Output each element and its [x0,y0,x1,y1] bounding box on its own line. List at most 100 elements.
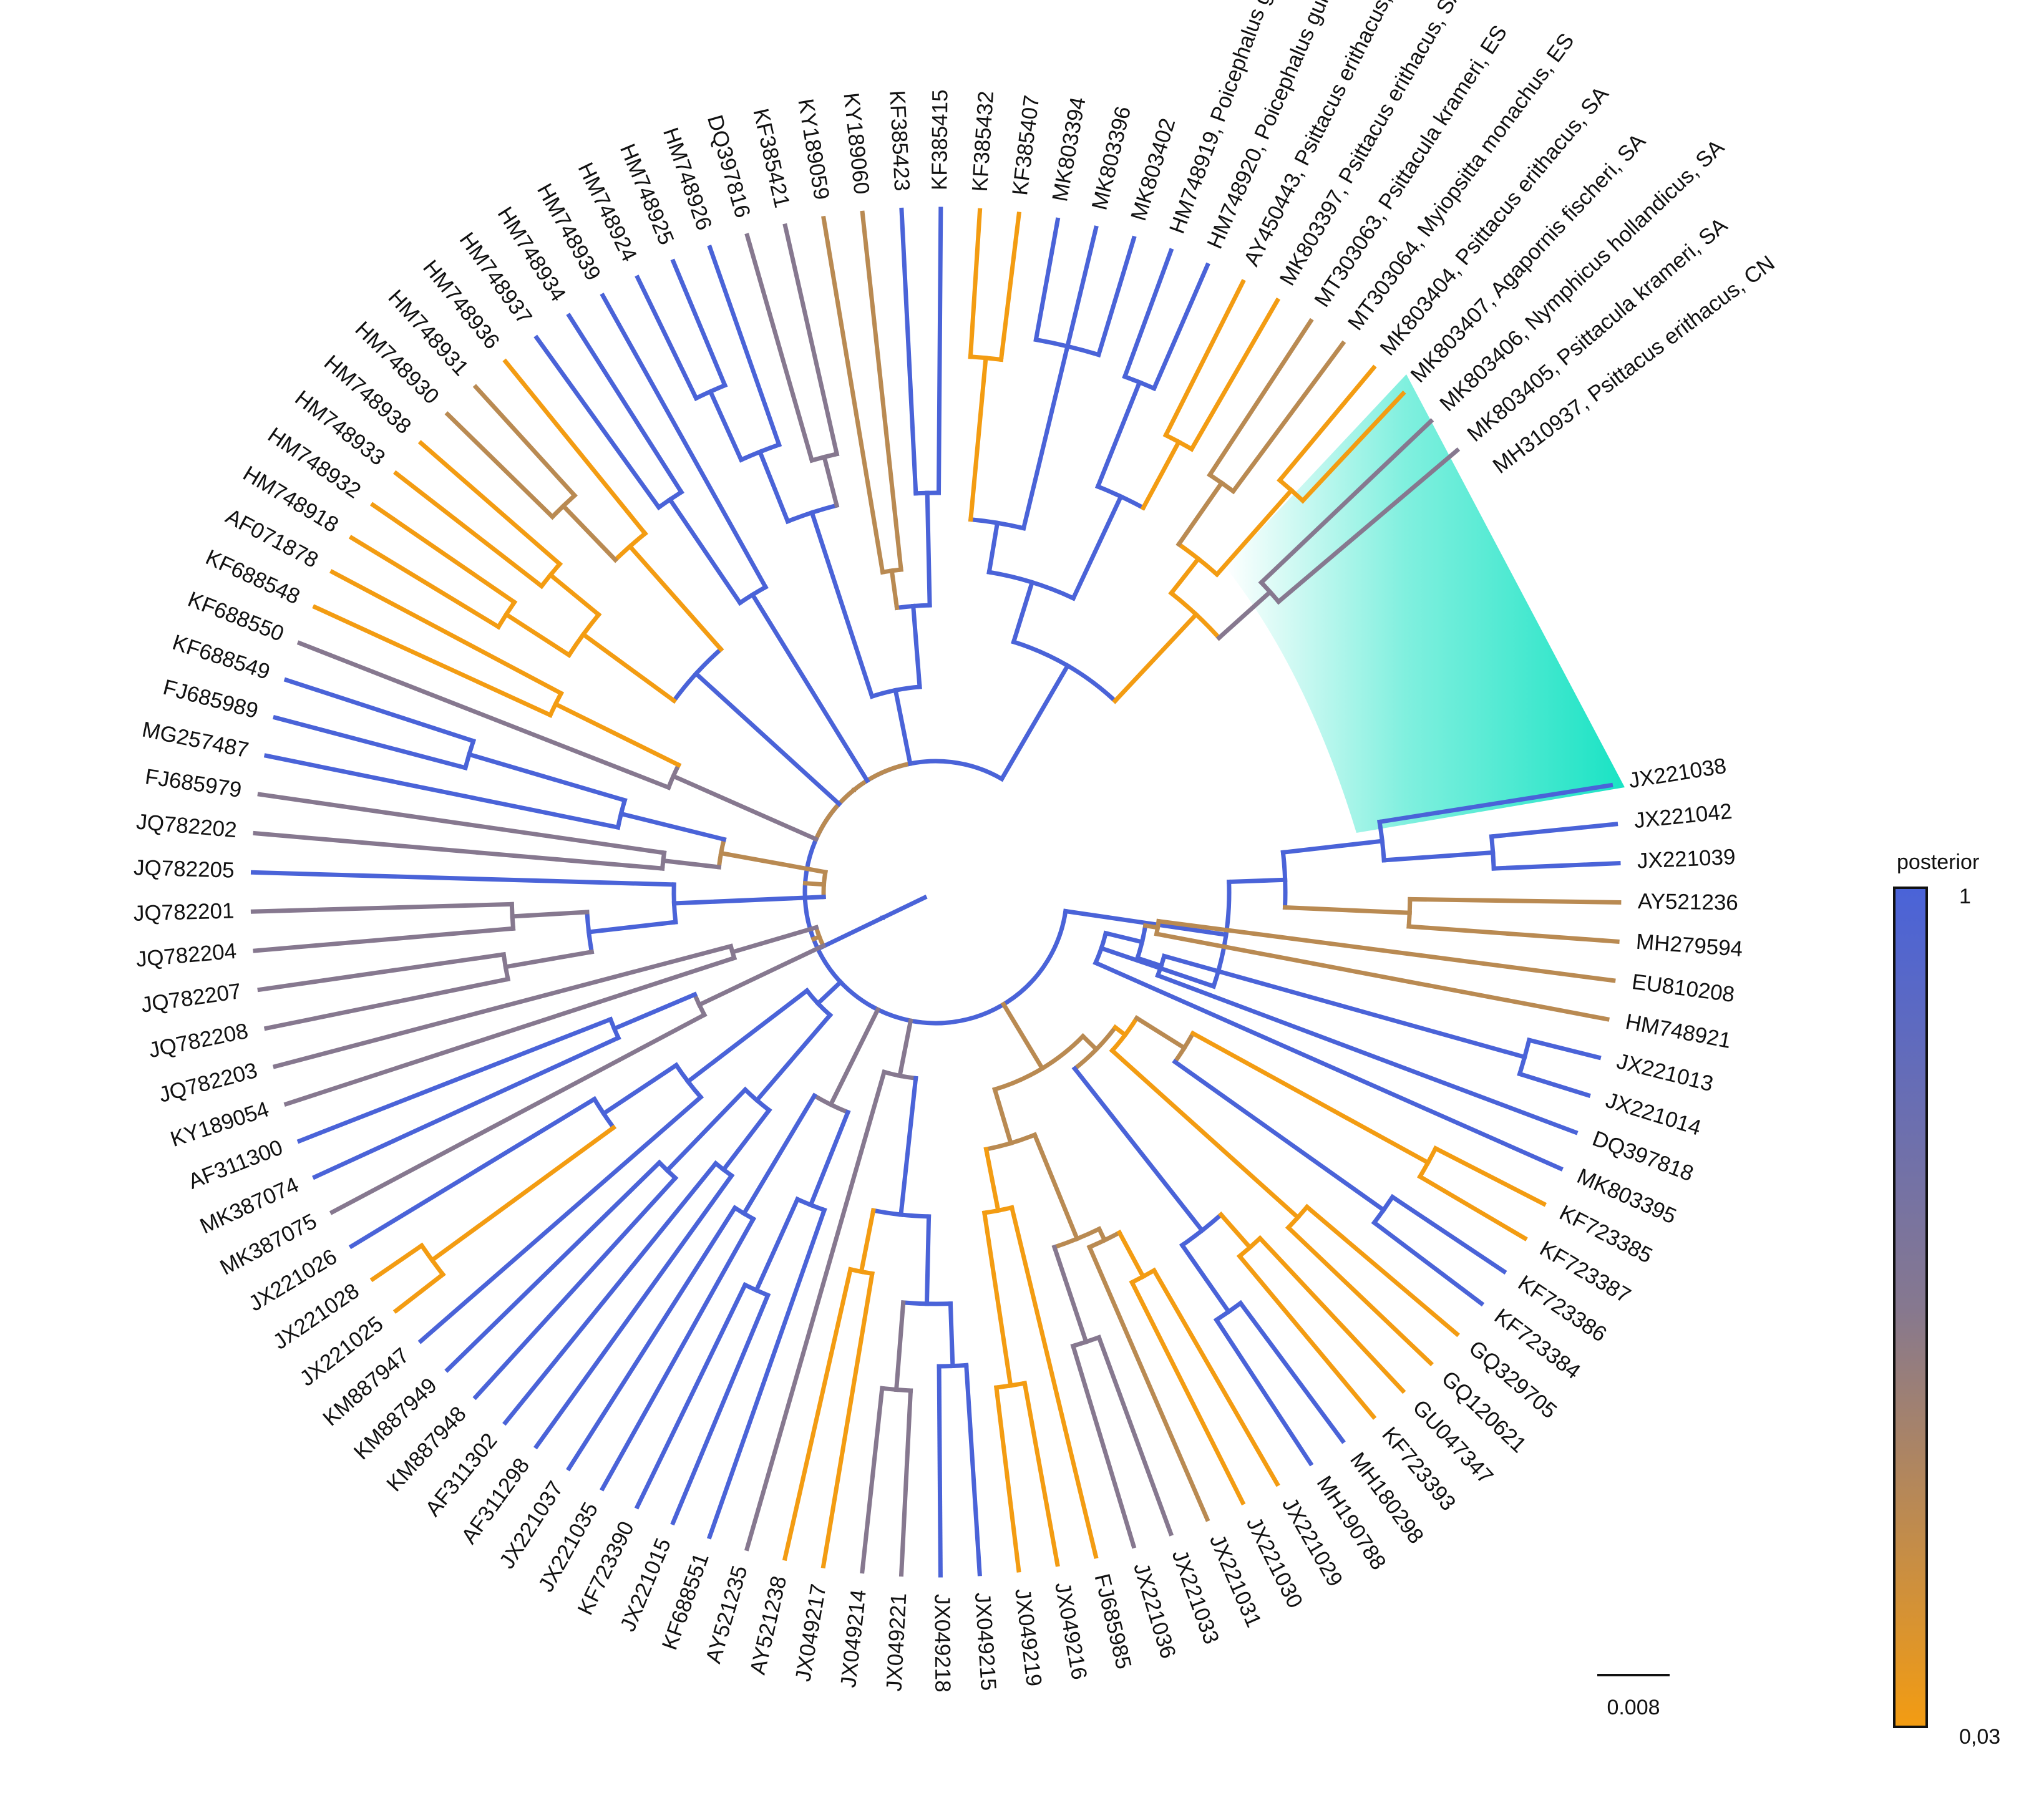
tip-label: MH279594 [1635,930,1744,961]
tip-label: KF385415 [927,89,952,190]
tree-branch-40 [1134,1015,1188,1051]
tip-label: FJ685985 [1090,1572,1136,1671]
tree-branch-49 [1371,1219,1485,1307]
tree-branch-130 [684,987,810,1085]
tree-branch-66 [1031,1132,1080,1242]
tip-label: JQ782203 [156,1058,260,1107]
tree-branch-260 [1122,248,1174,380]
tree-branch-211 [666,496,743,606]
tree-branch-50 [1109,1047,1302,1221]
tree-branch-247 [968,355,988,522]
tree-branch-98 [898,1388,913,1577]
tree-branch-7 [1280,838,1385,855]
tree-branch-217 [869,684,922,699]
tree-branch-129 [444,1159,663,1373]
tree-branch-157 [586,920,678,935]
tree-branch-277 [1300,391,1406,504]
tree-branch-137 [392,1271,446,1314]
tree-branch-273 [1230,340,1346,495]
tree-branch-109 [706,1207,827,1540]
tree-branch-237 [925,490,932,608]
tree-branch-48 [1389,1193,1507,1275]
tree-branch-44 [1433,1145,1547,1207]
tip-label: JX221013 [1614,1049,1715,1096]
tree-branch-47 [1371,1193,1396,1226]
tree-branch-43 [1417,1145,1439,1180]
tree-branch-42 [1190,1030,1431,1166]
tree-branch-236 [860,210,903,572]
tree-branch-183 [670,773,819,842]
tree-branch-161 [263,976,511,1031]
tree-branch-33 [1093,960,1564,1172]
tip-label: FJ685989 [160,675,260,723]
tree-branch-177 [466,751,628,804]
tree-branch-168 [718,850,828,875]
tree-branch-233 [889,568,900,611]
tree-branch-39 [1109,1015,1140,1054]
tree-branch-195 [495,599,518,630]
tree-branch-20 [1102,930,1145,945]
tip-label: JQ782207 [140,979,243,1018]
tree-branch-113 [634,1281,748,1510]
tree-branch-222 [707,388,744,463]
tree-branch-208 [502,358,648,537]
tree-branch-4 [1210,879,1232,989]
tip-label: JQ782202 [135,810,238,843]
tip-label: JQ782201 [133,898,235,926]
tip-label: JX221038 [1627,754,1728,793]
tree-branch-145 [611,991,698,1032]
tree-branch-32 [1155,973,1579,1135]
tree-branch-266 [1112,611,1200,704]
tree-branch-77 [1096,1334,1174,1537]
tree-branch-41 [1172,1030,1196,1065]
tip-label: KF688549 [170,630,273,684]
tree-branch-103 [782,1266,854,1562]
tree-branch-164 [509,901,516,931]
tree-branch-11 [1489,834,1496,871]
tip-label: MK803394 [1048,95,1091,204]
tree-branch-14 [1282,905,1412,915]
tip-label: HM748921 [1623,1009,1733,1053]
tip-label: JX049217 [791,1582,830,1683]
tree-branch-156 [671,882,678,925]
highlighted-clade [1225,374,1625,833]
tree-branch-35 [992,1033,1086,1092]
tree-branch-258 [1095,379,1142,490]
tree-branch-59 [1236,1253,1377,1420]
tree-branch-268 [1168,555,1202,596]
tree-branch-69 [1086,1230,1122,1250]
tree-branch-26 [1134,955,1164,969]
tree-branch-105 [827,1006,881,1108]
tree-branch-151 [283,955,737,1107]
tip-label: DQ397816 [703,112,755,220]
tree-branch-31 [1517,1071,1591,1098]
tip-label: JX049219 [1010,1587,1046,1688]
tree-branch-202 [626,543,724,653]
tree-branch-155 [671,895,826,906]
tree-branch-251 [1021,343,1071,531]
tree-branch-213 [533,334,662,511]
tree-branch-1 [815,915,886,952]
tree-branch-149 [729,925,819,955]
tree-branch-9 [1377,782,1613,825]
tip-label: AY521236 [1638,889,1738,915]
tree-branch-262 [1140,439,1182,511]
scale-bar: 0.008 [1597,1674,1670,1719]
tree-branch-139 [348,1096,598,1250]
tree-branch-250 [998,211,1021,362]
tree-branch-197 [369,502,518,606]
tree-branch-96 [893,1300,906,1392]
tip-label: JX049216 [1050,1580,1091,1681]
tree-branch-6 [1280,850,1288,910]
tree-branch-209 [749,591,870,784]
tree-branch-227 [821,454,840,508]
tree-branch-131 [673,1062,704,1101]
tree-branch-153 [802,880,827,887]
tip-label: JX049214 [836,1588,871,1689]
tree-branch-241 [998,663,1071,782]
tree-branch-186 [552,701,682,768]
tree-branch-224 [635,275,699,401]
tree-branch-53 [1285,1224,1434,1367]
tip-label: KF385421 [748,106,794,210]
tree-branch-214 [566,313,684,495]
